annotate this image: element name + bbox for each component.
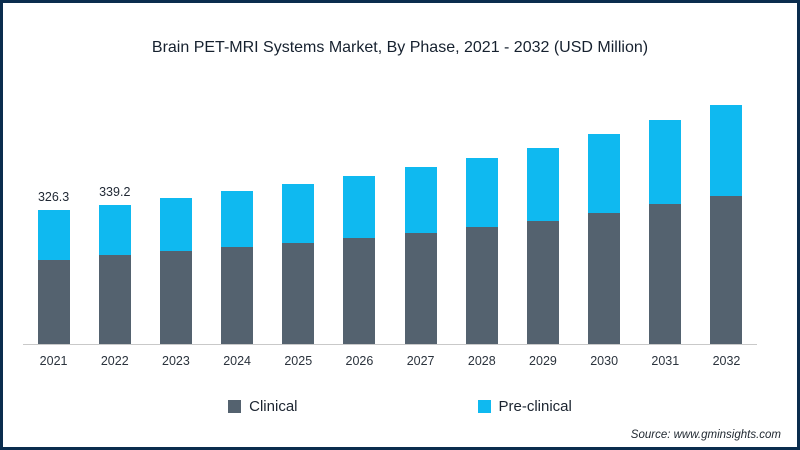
bar-group-2027	[390, 81, 451, 344]
bar-segment-clinical-2023	[159, 251, 192, 344]
bar-group-2022: 339.2	[84, 81, 145, 344]
bar-group-2029	[512, 81, 573, 344]
bar-segment-preclinical-2023	[159, 197, 192, 252]
bar-segment-preclinical-2026	[343, 175, 376, 239]
bar-value-label-2022: 339.2	[99, 184, 131, 199]
bar-group-2021: 326.3	[23, 81, 84, 344]
x-axis-label-2026: 2026	[345, 354, 374, 368]
bar-segment-preclinical-2027	[404, 166, 437, 234]
bar-segment-clinical-2030	[588, 212, 621, 344]
bar-segment-clinical-2031	[649, 203, 682, 344]
bar-segment-clinical-2028	[465, 227, 498, 344]
legend-label-preclinical: Pre-clinical	[498, 398, 572, 415]
bar-segment-preclinical-2030	[588, 134, 621, 213]
bar-stack-2031	[649, 119, 682, 344]
bar-segment-preclinical-2021	[37, 209, 70, 260]
x-axis-label-2023: 2023	[162, 354, 190, 368]
legend: Clinical Pre-clinical	[3, 398, 797, 415]
bar-segment-clinical-2026	[343, 238, 376, 344]
bar-segment-clinical-2021	[37, 260, 70, 344]
x-axis-label-2022: 2022	[100, 354, 129, 368]
bar-group-2023	[145, 81, 206, 344]
bar-stack-2027	[404, 166, 437, 344]
bar-stack-2024	[221, 190, 254, 344]
x-axis-label-2024: 2024	[223, 354, 251, 368]
bar-segment-clinical-2022	[98, 255, 131, 344]
bar-stack-2029	[526, 147, 559, 344]
chart-title: Brain PET-MRI Systems Market, By Phase, …	[151, 39, 649, 56]
bar-stack-2030	[588, 134, 621, 344]
bar-segment-preclinical-2028	[465, 158, 498, 228]
bar-segment-preclinical-2031	[649, 119, 682, 204]
bar-segment-clinical-2025	[282, 243, 315, 344]
bar-stack-2021	[37, 209, 70, 344]
x-axis-label-2030: 2030	[590, 354, 619, 368]
bar-group-2025	[268, 81, 329, 344]
plot-area: 326.3 339.2	[23, 81, 757, 345]
bar-stack-2022	[98, 204, 131, 344]
x-axis-label-2031: 2031	[651, 354, 680, 368]
bar-segment-clinical-2024	[221, 247, 254, 344]
bar-stack-2023	[159, 197, 192, 344]
preclinical-swatch-icon	[477, 400, 491, 413]
bar-segment-preclinical-2025	[282, 183, 315, 244]
bar-group-2026	[329, 81, 390, 344]
bar-segment-preclinical-2022	[98, 204, 131, 256]
bar-stack-2028	[465, 158, 498, 344]
x-axis-label-2027: 2027	[406, 354, 435, 368]
x-axis-label-2021: 2021	[39, 354, 68, 368]
x-axis: 2021 2022 2023 2024 2025 2026 2027 2028 2029 2030…	[23, 345, 757, 368]
legend-item-clinical: Clinical	[228, 398, 298, 415]
bar-group-2032	[696, 81, 757, 344]
bar-segment-clinical-2027	[404, 233, 437, 344]
x-axis-label-2029: 2029	[529, 354, 557, 368]
legend-item-preclinical: Pre-clinical	[477, 398, 572, 415]
clinical-swatch-icon	[228, 400, 242, 413]
bar-group-2024	[207, 81, 268, 344]
bar-group-2030	[574, 81, 635, 344]
bar-group-2031	[635, 81, 696, 344]
bar-segment-preclinical-2029	[526, 147, 559, 221]
bar-value-label-2021: 326.3	[37, 189, 70, 204]
bar-stack-2025	[282, 183, 315, 344]
x-axis-label-2028: 2028	[467, 354, 496, 368]
legend-label-clinical: Clinical	[249, 398, 298, 415]
bar-segment-preclinical-2024	[221, 190, 254, 248]
bar-stack-2032	[710, 104, 743, 344]
bar-stack-2026	[343, 175, 376, 344]
bars-container: 326.3 339.2	[23, 81, 757, 344]
x-axis-label-2032: 2032	[712, 354, 741, 368]
bar-segment-clinical-2032	[710, 195, 743, 344]
bar-segment-clinical-2029	[526, 220, 559, 344]
bar-group-2028	[451, 81, 512, 344]
bar-segment-preclinical-2032	[710, 104, 743, 196]
source-attribution: Source: www.gminsights.com	[630, 429, 781, 441]
x-axis-label-2025: 2025	[284, 354, 313, 368]
